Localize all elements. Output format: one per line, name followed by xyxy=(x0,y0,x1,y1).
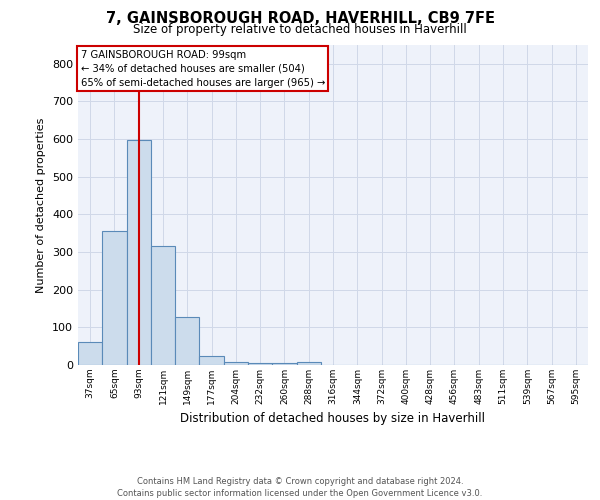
Bar xyxy=(175,317,199,365)
Bar xyxy=(78,342,102,365)
Bar xyxy=(127,140,151,365)
Bar xyxy=(224,362,248,365)
Text: 7, GAINSBOROUGH ROAD, HAVERHILL, CB9 7FE: 7, GAINSBOROUGH ROAD, HAVERHILL, CB9 7FE xyxy=(106,11,494,26)
Bar xyxy=(272,362,296,365)
Text: 7 GAINSBOROUGH ROAD: 99sqm
← 34% of detached houses are smaller (504)
65% of sem: 7 GAINSBOROUGH ROAD: 99sqm ← 34% of deta… xyxy=(80,50,325,88)
Bar xyxy=(248,363,272,365)
Bar xyxy=(102,232,127,365)
Bar xyxy=(296,362,321,365)
Text: Size of property relative to detached houses in Haverhill: Size of property relative to detached ho… xyxy=(133,22,467,36)
X-axis label: Distribution of detached houses by size in Haverhill: Distribution of detached houses by size … xyxy=(181,412,485,426)
Bar xyxy=(151,246,175,365)
Text: Contains HM Land Registry data © Crown copyright and database right 2024.
Contai: Contains HM Land Registry data © Crown c… xyxy=(118,476,482,498)
Bar xyxy=(199,356,224,365)
Y-axis label: Number of detached properties: Number of detached properties xyxy=(37,118,46,292)
